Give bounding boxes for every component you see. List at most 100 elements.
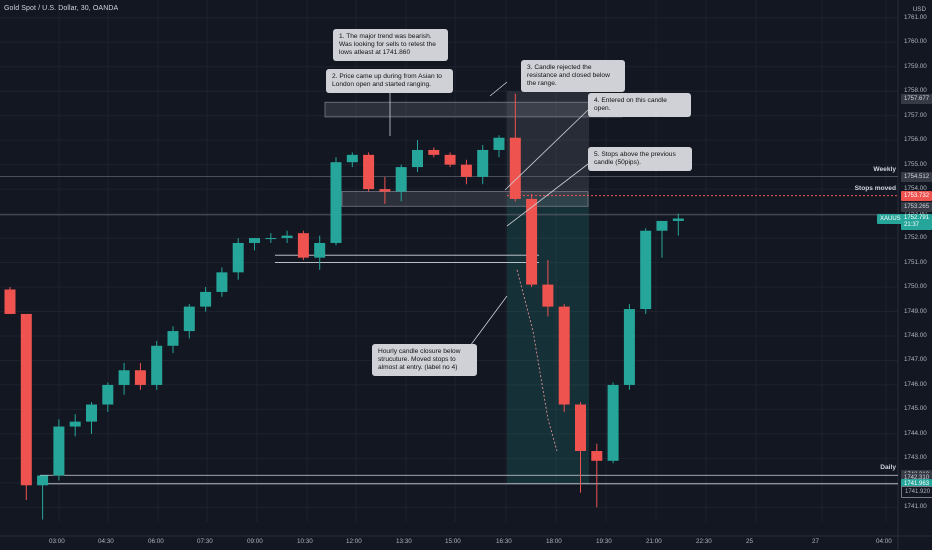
time-tick-label: 21:00 (646, 538, 662, 545)
time-tick-label: 06:00 (148, 538, 164, 545)
candle-body (363, 154, 375, 190)
note-4[interactable]: 4. Entered on this candle open. (588, 93, 691, 117)
candle-body (607, 384, 619, 461)
time-tick-label: 13:30 (396, 538, 412, 545)
note-1[interactable]: 1. The major trend was bearish. Was look… (333, 29, 448, 61)
time-tick-label: 18:00 (546, 538, 562, 545)
note-3[interactable]: 3. Candle rejected the resistance and cl… (521, 60, 625, 92)
price-tag: 1754.512 (901, 171, 932, 182)
candle-body (672, 218, 684, 221)
level-label: Stops moved (854, 184, 896, 192)
price-tick-label: 1748.00 (904, 331, 927, 339)
price-tag: 1741.963 (901, 478, 932, 489)
time-tick-label: 12:00 (346, 538, 362, 545)
time-tick-label: 16:30 (496, 538, 512, 545)
candle-body (575, 404, 586, 452)
price-tick-label: 1751.00 (904, 258, 927, 266)
time-tick-label: 15:00 (445, 538, 461, 545)
time-tick-label: 04:30 (98, 538, 114, 545)
price-tick-label: 1746.00 (904, 380, 927, 388)
note-6[interactable]: Hourly candle closure below strucuture. … (372, 344, 477, 376)
candle-body (118, 370, 130, 385)
candle-body (395, 167, 407, 192)
candle-body (134, 370, 146, 385)
price-tick-label: 1753.00 (904, 210, 927, 217)
price-tick-label: 1744.00 (904, 429, 927, 437)
candle-body (200, 291, 212, 307)
candle-body (4, 289, 16, 314)
candle-body (69, 421, 81, 427)
price-tag: 1741.920 (901, 486, 932, 499)
time-tick-label: 19:30 (596, 538, 612, 545)
price-tick-label: 1750.00 (904, 283, 927, 291)
note-5[interactable]: 5. Stops above the previous candle (50pi… (588, 147, 692, 171)
price-tick-label: 1755.00 (904, 160, 927, 168)
level-label: Weekly (873, 165, 896, 173)
candle-body (53, 426, 65, 476)
level-label: Daily (880, 464, 896, 472)
candle-body (477, 149, 489, 177)
chart-title: Gold Spot / U.S. Dollar, 30, OANDA (4, 5, 119, 12)
price-tag: 1753.265 (901, 202, 932, 213)
candle-body (542, 284, 554, 307)
candle-timer: 21:37 (904, 221, 920, 228)
price-tick-label: 1743.00 (904, 454, 927, 462)
candle-body (558, 306, 570, 405)
candle-body (102, 384, 114, 405)
price-tick-label: 1756.00 (904, 136, 927, 144)
candle-body (640, 230, 652, 310)
candle-body (444, 154, 456, 165)
projection-path (516, 269, 558, 452)
price-tick-label: 1761.00 (904, 13, 927, 21)
candle-body (493, 137, 505, 150)
price-tag: 1757.677 (901, 94, 932, 105)
callout-pointer (489, 81, 508, 97)
time-tick-label: 07:30 (197, 538, 213, 545)
candle-body (297, 233, 309, 258)
candle-body (591, 451, 603, 461)
time-tick-label: 22:30 (696, 538, 712, 545)
candle-body (151, 345, 163, 385)
candle-body (526, 198, 538, 285)
time-tick-label: 25 (746, 538, 754, 545)
price-tick-label: 1757.00 (904, 111, 927, 119)
resistance-box (324, 101, 623, 118)
price-tick-label: 1747.00 (904, 356, 927, 364)
candle-body (265, 238, 277, 240)
candle-body (20, 313, 32, 486)
candle-body (281, 235, 293, 239)
candle-body (509, 137, 521, 199)
price-tick-label: 1760.00 (904, 38, 927, 46)
candle-body (37, 475, 49, 486)
candle-body (216, 272, 228, 292)
candle-body (623, 309, 635, 385)
candle-body (428, 149, 440, 155)
price-tag: 1742.310 (901, 472, 932, 483)
price-tick-label: 1754.00 (904, 185, 927, 193)
callout-pointer (469, 295, 508, 347)
time-tick-label: 10:30 (297, 538, 313, 545)
candle-body (86, 404, 97, 422)
candle-body (460, 164, 472, 177)
candle-body (379, 189, 391, 192)
candle-body (412, 149, 423, 168)
candle-body (314, 242, 326, 258)
price-tick-label: 1752.00 (904, 234, 927, 242)
price-tick-label: 1759.00 (904, 62, 927, 70)
candle-body (232, 242, 244, 273)
note-2[interactable]: 2. Price came up during from Asian to Lo… (326, 69, 453, 93)
candle-body (346, 154, 358, 163)
current-price-tag: 1752.791 21:37 (901, 213, 932, 230)
price-tick-label: 1749.00 (904, 307, 927, 315)
price-tick-label: 1758.00 (904, 87, 927, 95)
time-tick-label: 09:00 (247, 538, 263, 545)
candle-body (330, 162, 342, 243)
time-tick-label: 27 (812, 538, 820, 545)
price-tag: 1753.732 (901, 190, 932, 201)
range-box (341, 191, 589, 207)
currency-label: USD (912, 6, 926, 13)
candle-body (249, 238, 260, 243)
current-price-value: 1752.791 (904, 214, 930, 221)
